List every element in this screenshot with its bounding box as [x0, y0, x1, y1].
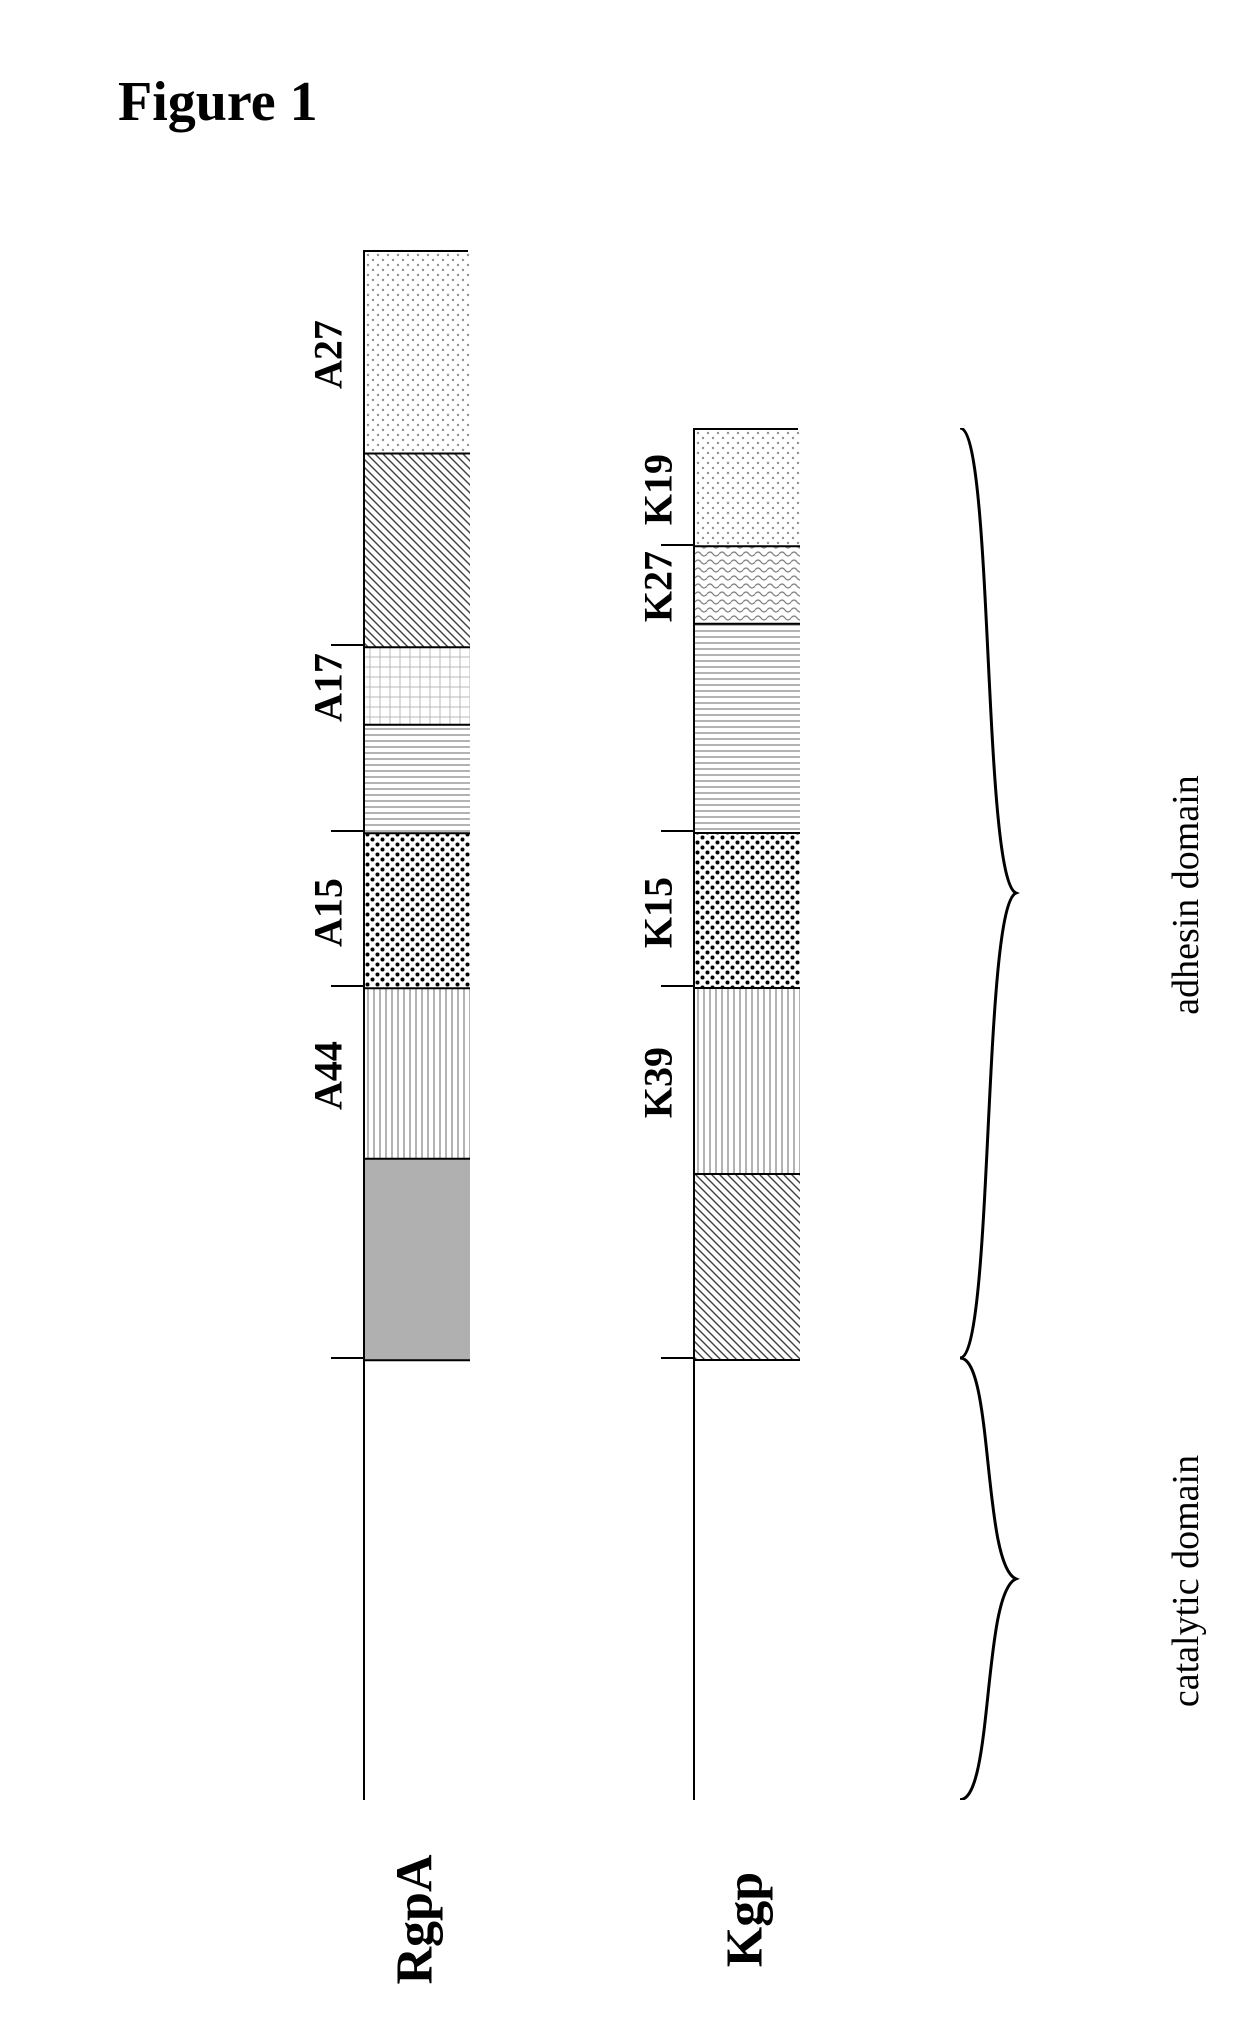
segment-K39b	[695, 988, 800, 1174]
protein-name-Kgp: Kgp	[716, 1830, 775, 2010]
segment-A27b	[365, 252, 470, 454]
tick	[331, 1357, 363, 1359]
segment-label-K19: K19	[634, 430, 681, 550]
segment-K19	[695, 430, 800, 546]
tick	[661, 985, 693, 987]
tick-stub	[661, 1357, 663, 1359]
segments-svg	[695, 430, 800, 1802]
segment-A44b	[365, 988, 470, 1159]
segment-A17a	[365, 725, 470, 834]
segment-K27b	[695, 547, 800, 625]
tick-stub	[661, 830, 663, 832]
tick-stub	[331, 985, 333, 987]
domain-label-catalytic: catalytic domain	[1164, 1421, 1208, 1741]
segment-catalytic	[695, 1360, 800, 1802]
segment-A15	[365, 833, 470, 988]
figure-canvas: Figure 1 A44A15A17A27RgpAK39K15K27K19Kgp…	[0, 0, 1240, 2034]
segment-catalytic	[365, 1360, 470, 1802]
protein-name-RgpA: RgpA	[386, 1830, 445, 2010]
segment-label-A15: A15	[304, 852, 351, 972]
segment-A27a	[365, 454, 470, 648]
domain-label-adhesin: adhesin domain	[1164, 735, 1208, 1055]
tick	[661, 830, 693, 832]
protein-bar-RgpA	[363, 250, 468, 1800]
segments-svg	[365, 252, 470, 1802]
tick	[661, 1357, 693, 1359]
protein-bar-Kgp	[693, 428, 798, 1800]
segment-label-A27b: A27	[304, 294, 351, 414]
tick	[331, 830, 363, 832]
segment-label-K39b: K39	[634, 1023, 681, 1143]
segment-label-A17b: A17	[304, 628, 351, 748]
segment-label-A44b: A44	[304, 1015, 351, 1135]
segment-K39a	[695, 1174, 800, 1360]
brace-adhesin	[950, 428, 1046, 1358]
segment-A17b	[365, 647, 470, 725]
segment-K27a	[695, 624, 800, 833]
figure-title: Figure 1	[118, 70, 318, 134]
segment-A44a	[365, 1159, 470, 1361]
segment-label-K15: K15	[634, 852, 681, 972]
tick	[331, 985, 363, 987]
tick-stub	[331, 830, 333, 832]
tick-stub	[661, 985, 663, 987]
segment-K15	[695, 833, 800, 988]
brace-catalytic	[950, 1358, 1046, 1800]
tick-stub	[331, 1357, 333, 1359]
